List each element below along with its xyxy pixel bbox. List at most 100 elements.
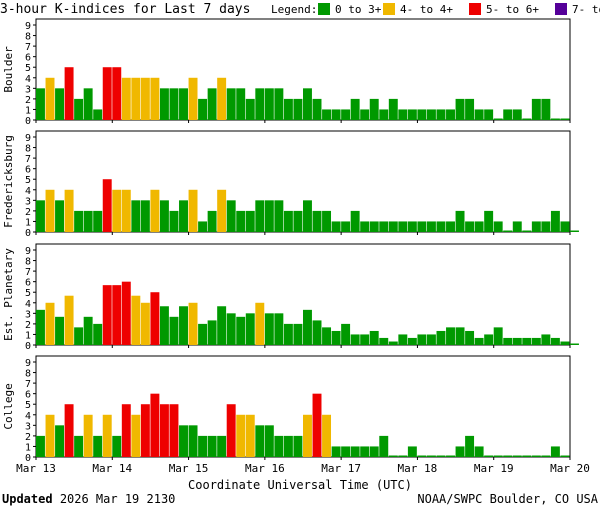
bar	[426, 221, 436, 232]
bar	[398, 221, 408, 232]
bar	[455, 327, 465, 345]
bar	[426, 334, 436, 345]
bar	[255, 200, 265, 232]
bar	[150, 77, 160, 120]
bar	[207, 320, 217, 345]
y-tick-label: 4	[25, 74, 31, 85]
bar	[388, 341, 398, 345]
bar	[121, 281, 131, 345]
bar	[369, 221, 379, 232]
bar	[236, 414, 246, 457]
bar	[407, 221, 417, 232]
bar	[83, 414, 93, 457]
bar	[245, 98, 255, 120]
bar	[531, 221, 541, 232]
bar	[245, 414, 255, 457]
y-tick-label: 7	[25, 267, 31, 278]
bar	[93, 210, 103, 232]
bar	[341, 109, 351, 120]
y-tick-label: 3	[25, 84, 31, 95]
bar	[36, 435, 45, 457]
bar	[322, 327, 332, 345]
bar	[560, 455, 570, 457]
legend-entry-2: 4- to 4+	[400, 3, 453, 16]
x-axis-tick-labels: Mar 13 Mar 14 Mar 15 Mar 16 Mar 17 Mar 18 Mar …	[16, 462, 590, 475]
bar	[45, 189, 55, 232]
y-tick-label: 3	[25, 309, 31, 320]
bar	[283, 435, 293, 457]
x-tick-label: Mar 20	[550, 462, 590, 475]
bar	[102, 67, 112, 120]
bar	[179, 306, 188, 345]
bar	[322, 109, 332, 120]
bar	[474, 337, 484, 345]
bar	[188, 302, 198, 345]
y-tick-label: 8	[25, 32, 31, 43]
bar	[74, 327, 84, 345]
bar	[74, 435, 84, 457]
bar	[93, 109, 103, 120]
y-tick-label: 4	[25, 186, 31, 197]
bar	[465, 98, 475, 120]
bar	[83, 316, 93, 345]
bar	[140, 200, 150, 232]
bar	[293, 435, 303, 457]
y-tick-label: 2	[25, 95, 31, 106]
updated-label: Updated	[2, 492, 53, 506]
bar	[512, 455, 522, 457]
bar	[512, 337, 522, 345]
bar	[293, 210, 303, 232]
bar	[455, 446, 465, 457]
bar	[360, 334, 370, 345]
bar	[531, 455, 541, 457]
bar	[255, 302, 265, 345]
y-tick-label: 5	[25, 288, 31, 299]
bar	[159, 200, 169, 232]
bar	[236, 88, 246, 120]
bar	[369, 330, 379, 345]
bar	[274, 200, 284, 232]
chart-title: 3-hour K-indices for Last 7 days	[0, 2, 250, 17]
bar	[131, 77, 141, 120]
y-tick-label: 1	[25, 442, 31, 453]
bar	[102, 414, 112, 457]
bar	[36, 309, 45, 345]
y-tick-label: 5	[25, 400, 31, 411]
bar	[226, 313, 236, 345]
y-tick-label: 5	[25, 63, 31, 74]
y-tick-label: 0	[25, 453, 31, 464]
y-tick-label: 3	[25, 421, 31, 432]
bar	[217, 189, 227, 232]
bar	[369, 98, 379, 120]
bar	[407, 337, 417, 345]
bar	[531, 98, 541, 120]
bar	[255, 425, 265, 457]
legend-swatch-4	[555, 3, 567, 15]
bar	[350, 98, 360, 120]
y-tick-label: 9	[25, 246, 31, 257]
y-tick-label: 0	[25, 116, 31, 127]
bar	[93, 323, 103, 345]
legend-label: Legend:	[271, 3, 317, 16]
bar	[541, 98, 551, 120]
bar	[198, 435, 208, 457]
bar	[550, 337, 560, 345]
bar	[417, 334, 427, 345]
bar	[341, 323, 351, 345]
bar	[312, 393, 322, 457]
bar	[112, 435, 122, 457]
legend-swatch-1	[318, 3, 330, 15]
bar	[226, 88, 236, 120]
bar	[102, 285, 112, 345]
y-tick-label: 4	[25, 299, 31, 310]
bar	[159, 306, 169, 345]
bar	[541, 221, 551, 232]
bar	[64, 189, 74, 232]
bar	[331, 109, 341, 120]
bar	[207, 435, 217, 457]
bar	[331, 221, 341, 232]
bar	[283, 323, 293, 345]
bar	[217, 435, 227, 457]
bar	[74, 210, 84, 232]
